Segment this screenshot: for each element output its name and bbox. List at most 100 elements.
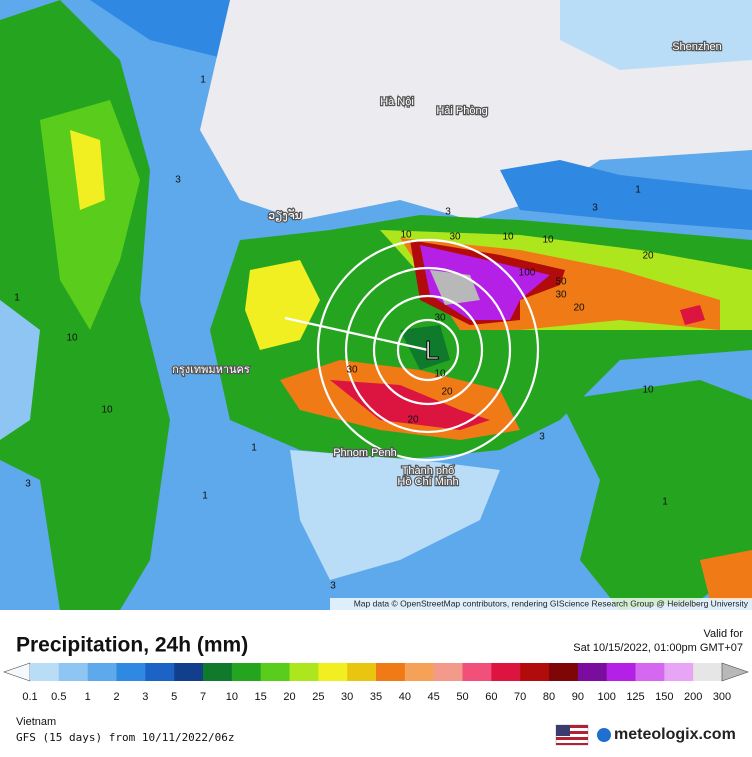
legend-swatch — [30, 663, 60, 681]
storm-rings — [284, 238, 540, 462]
legend-label: 80 — [543, 691, 555, 703]
legend-label: 150 — [655, 691, 673, 703]
contour-label: 20 — [407, 415, 419, 426]
contour-label: 3 — [175, 175, 181, 186]
legend-swatch — [693, 663, 723, 681]
legend-label: 300 — [713, 691, 731, 703]
contour-label: 20 — [441, 387, 453, 398]
contour-label: 1 — [200, 75, 206, 86]
legend-swatch — [433, 663, 463, 681]
legend-swatch — [87, 663, 117, 681]
legend-label: 0.1 — [22, 691, 37, 703]
contour-label: 3 — [330, 581, 336, 592]
contour-label: 3 — [25, 479, 31, 490]
contour-label: 1 — [635, 185, 641, 196]
legend-label: 15 — [255, 691, 267, 703]
region: Vietnam — [16, 716, 56, 728]
legend-label: 25 — [312, 691, 324, 703]
contour-label: 20 — [642, 251, 654, 262]
contour-label: 3 — [445, 207, 451, 218]
contour-label: 10 — [542, 235, 554, 246]
legend-label: 0.5 — [51, 691, 66, 703]
legend-swatch — [549, 663, 579, 681]
legend-swatch — [58, 663, 88, 681]
legend-label: 3 — [142, 691, 148, 703]
contour-label: 20 — [573, 303, 585, 314]
contour-label: 30 — [346, 365, 358, 376]
legend-swatch — [174, 663, 204, 681]
legend-label: 50 — [456, 691, 468, 703]
contour-label: 100 — [519, 268, 536, 279]
city-label: กรุงเทพมหานคร — [172, 364, 250, 376]
legend-label: 10 — [226, 691, 238, 703]
legend-label: 200 — [684, 691, 702, 703]
legend-swatch — [145, 663, 175, 681]
contour-label: 10 — [66, 333, 78, 344]
city-label: Shenzhen — [672, 41, 722, 53]
map: L Hà Nội Hải Phòng ວຽງຈັນ กรุงเทพมหานคร … — [0, 0, 752, 610]
city-label: Hà Nội — [380, 96, 414, 108]
legend-swatch — [203, 663, 233, 681]
legend-swatch — [404, 663, 434, 681]
title: Precipitation, 24h (mm) — [16, 634, 248, 657]
contour-label: 30 — [449, 232, 461, 243]
contour-label: 10 — [400, 230, 412, 241]
contour-label: 3 — [539, 432, 545, 443]
legend-label: 100 — [597, 691, 615, 703]
legend-label: 5 — [171, 691, 177, 703]
legend-label: 35 — [370, 691, 382, 703]
flag — [555, 724, 589, 746]
contour-label: 30 — [555, 290, 567, 301]
legend-swatch — [491, 663, 521, 681]
legend-swatch — [318, 663, 348, 681]
legend-swatch — [376, 663, 406, 681]
legend-label: 20 — [283, 691, 295, 703]
legend-swatch — [260, 663, 290, 681]
legend-swatch — [462, 663, 492, 681]
contour-label: 10 — [101, 405, 113, 416]
valid-time: Sat 10/15/2022, 01:00pm GMT+07 — [573, 642, 743, 654]
legend-swatch — [347, 663, 377, 681]
contour-label: 30 — [434, 313, 446, 324]
bottom-panel: Precipitation, 24h (mm) Valid for Sat 10… — [3, 628, 749, 746]
legend-label: 30 — [341, 691, 353, 703]
legend-label: 125 — [626, 691, 644, 703]
valid-label: Valid for — [703, 628, 743, 640]
legend-label: 40 — [399, 691, 411, 703]
contour-label: 1 — [662, 497, 668, 508]
legend-swatch — [520, 663, 550, 681]
contour-label: 3 — [592, 203, 598, 214]
contour-label: 1 — [251, 443, 257, 454]
legend-arrow — [721, 662, 749, 682]
contour-label: 50 — [555, 277, 567, 288]
low-marker: L — [425, 335, 439, 365]
contour-label: 1 — [14, 293, 20, 304]
legend-swatch — [606, 663, 636, 681]
contour-label: 10 — [502, 232, 514, 243]
legend-swatch — [116, 663, 146, 681]
legend-arrow — [3, 662, 31, 682]
legend-swatch — [289, 663, 319, 681]
city-label: ວຽງຈັນ — [268, 208, 302, 222]
city-label: Phnom Penh — [333, 447, 397, 459]
legend-swatch — [664, 663, 694, 681]
contour-label: 10 — [434, 369, 446, 380]
legend-swatch — [635, 663, 665, 681]
attribution: Map data © OpenStreetMap contributors, r… — [354, 598, 749, 608]
legend-label: 45 — [428, 691, 440, 703]
legend-label: 90 — [572, 691, 584, 703]
contour-label: 1 — [202, 491, 208, 502]
legend-label: 60 — [485, 691, 497, 703]
model-run: GFS (15 days) from 10/11/2022/06z — [16, 731, 235, 744]
contour-label: 10 — [642, 385, 654, 396]
legend-swatch — [577, 663, 607, 681]
legend-swatch — [231, 663, 261, 681]
city-label: Thành phố — [402, 465, 455, 477]
legend-label: 70 — [514, 691, 526, 703]
city-label: Hồ Chí Minh — [397, 476, 458, 488]
city-label: Hải Phòng — [436, 105, 487, 117]
legend-label: 7 — [200, 691, 206, 703]
legend-label: 2 — [113, 691, 119, 703]
brand: meteologix.com — [614, 726, 736, 743]
